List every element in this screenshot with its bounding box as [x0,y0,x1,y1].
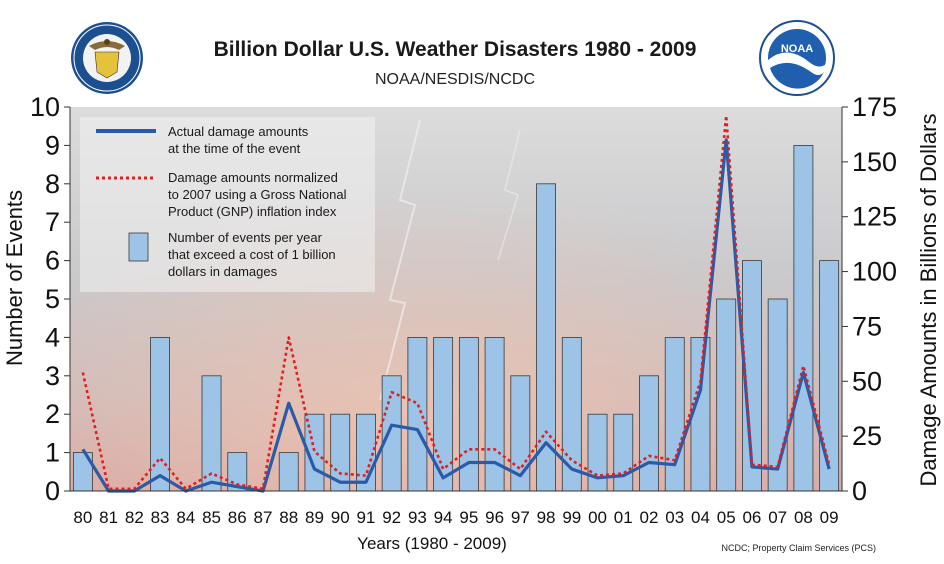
noaa-logo-text: NOAA [781,43,813,55]
x-tick-label: 02 [640,508,659,527]
x-tick-label: 01 [614,508,633,527]
bar-93 [407,336,428,492]
legend-events-text: Number of events per year [168,230,323,245]
bar-96 [484,336,505,492]
lightning-decoration [379,119,421,401]
y2-tick-label: 175 [852,92,897,122]
x-tick-label: 09 [820,508,839,527]
department-of-commerce-seal-icon [71,22,143,94]
x-tick-label: 04 [691,508,710,527]
noaa-logo-icon: NOAA [759,20,835,96]
x-tick-label: 81 [99,508,118,527]
y2-tick-label: 75 [852,311,882,341]
chart-title: Billion Dollar U.S. Weather Disasters 19… [214,38,697,61]
y2-tick-label: 25 [852,421,882,451]
x-tick-label: 95 [459,508,478,527]
y2-tick-label: 150 [852,147,897,177]
lightning-decoration-2 [497,129,521,261]
y2-tick-label: 50 [852,366,882,396]
x-tick-label: 93 [408,508,427,527]
y-axis-right: 0 25 50 75 100 125 150 175 [841,92,897,506]
bar-01 [613,413,634,492]
legend-box [80,117,375,292]
y-axis-label: Number of Events [2,190,27,366]
x-tick-label: 98 [537,508,556,527]
y-tick-label: 8 [45,169,60,199]
x-tick-label: 08 [794,508,813,527]
y-tick-label: 1 [45,438,60,468]
x-axis: 80 81 82 83 84 85 86 87 88 89 90 91 92 93 94 95 96 97 98 99… [70,490,842,527]
x-tick-label: 00 [588,508,607,527]
x-tick-label: 07 [768,508,787,527]
y-tick-label: 4 [45,322,60,352]
legend-actual-text: Actual damage amounts [168,124,309,139]
y-tick-label: 3 [45,361,60,391]
x-tick-label: 80 [73,508,92,527]
y2-tick-label: 125 [852,202,897,232]
y-tick-label: 2 [45,399,60,429]
x-tick-label: 89 [305,508,324,527]
x-tick-label: 88 [279,508,298,527]
y-axis-left: 0 1 2 3 4 5 6 7 8 9 10 [30,92,71,506]
bar-88 [278,452,299,492]
y-tick-label: 10 [30,92,60,122]
x-tick-label: 90 [331,508,350,527]
x-tick-label: 83 [151,508,170,527]
bar-03 [664,336,685,492]
x-tick-label: 06 [742,508,761,527]
legend-events-swatch [128,232,149,262]
x-tick-label: 85 [202,508,221,527]
source-note: NCDC; Property Claim Services (PCS) [721,543,876,553]
bars-group [72,144,840,492]
x-tick-label: 87 [254,508,273,527]
x-tick-label: 86 [228,508,247,527]
y-tick-label: 9 [45,130,60,160]
normalized-damage-line [81,114,831,491]
lines-group [81,114,831,493]
y-tick-label: 6 [45,246,60,276]
bar-02 [639,375,659,492]
legend-events-text: that exceed a cost of 1 billion [168,247,336,262]
y2-tick-label: 0 [852,476,867,506]
x-tick-label: 97 [511,508,530,527]
x-axis-label: Years (1980 - 2009) [357,534,507,553]
legend-normalized-text: to 2007 using a Gross National [168,187,347,202]
y-tick-label: 7 [45,207,60,237]
bar-05 [716,298,737,492]
x-tick-label: 94 [434,508,453,527]
legend-normalized-text: Damage amounts normalized [168,170,338,185]
x-tick-label: 91 [356,508,375,527]
bar-83 [150,336,170,492]
actual-damage-line [81,138,831,493]
x-tick-label: 03 [665,508,684,527]
y2-tick-label: 100 [852,257,897,287]
legend-actual-text: at the time of the event [168,141,301,156]
x-tick-label: 92 [382,508,401,527]
x-tick-label: 05 [717,508,736,527]
y-tick-label: 5 [45,284,60,314]
x-tick-label: 84 [176,508,195,527]
y2-axis-label: Damage Amounts in Billions of Dollars [916,114,941,487]
x-tick-label: 99 [562,508,581,527]
bar-09 [819,260,840,492]
bar-00 [587,413,608,492]
y-tick-label: 0 [45,476,60,506]
legend: Actual damage amounts at the time of the … [96,124,347,279]
x-tick-label: 96 [485,508,504,527]
legend-normalized-text: Product (GNP) inflation index [168,204,337,219]
legend-events-text: dollars in damages [168,264,278,279]
x-tick-label: 82 [125,508,144,527]
bar-08 [793,144,814,492]
chart-subtitle: NOAA/NESDIS/NCDC [375,71,535,88]
